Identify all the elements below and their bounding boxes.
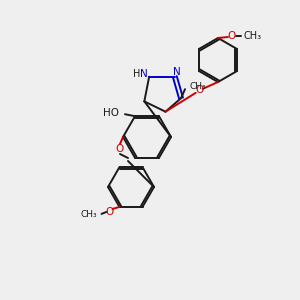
Text: H: H [134, 69, 141, 79]
Text: CH₃: CH₃ [189, 82, 206, 91]
Text: O: O [105, 207, 114, 217]
Text: N: N [173, 67, 181, 77]
Text: CH₃: CH₃ [81, 210, 98, 219]
Text: N: N [140, 69, 148, 79]
Text: O: O [196, 85, 204, 95]
Text: O: O [228, 31, 236, 41]
Text: HO: HO [103, 108, 119, 118]
Text: CH₃: CH₃ [243, 31, 261, 41]
Text: O: O [116, 144, 124, 154]
